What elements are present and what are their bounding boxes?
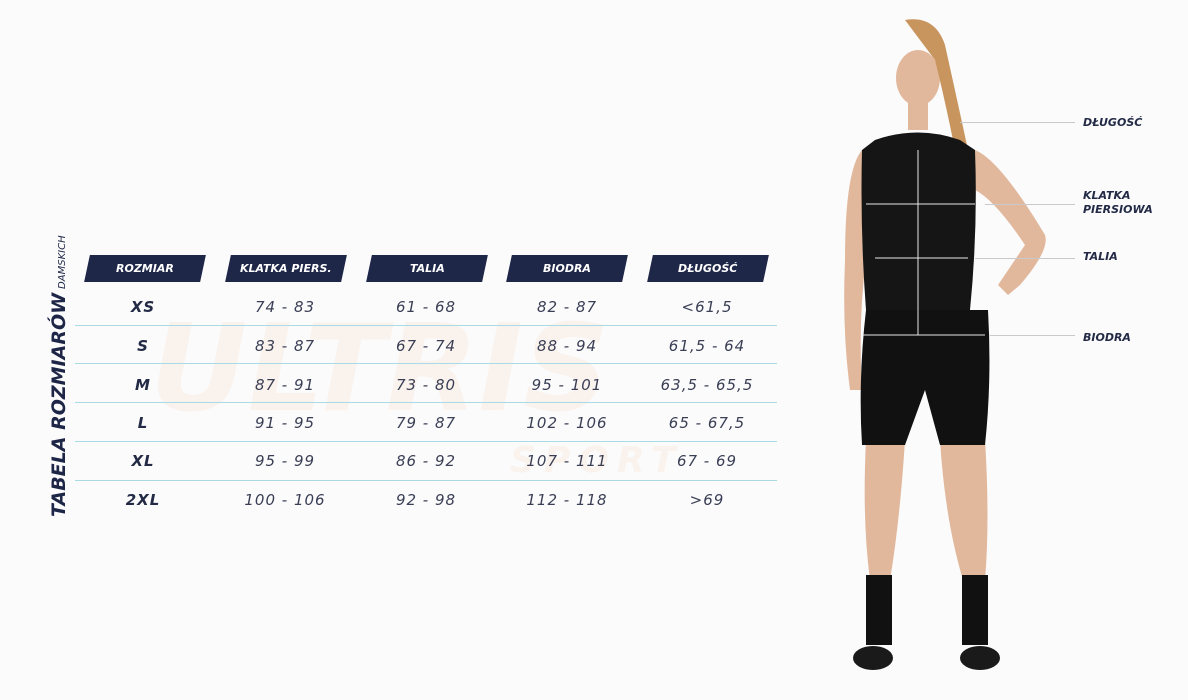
measurement-cell: 92 - 98 — [395, 491, 457, 509]
measurement-cell: 63,5 - 65,5 — [660, 376, 754, 394]
waist-line — [975, 258, 1075, 259]
measurement-cell: <61,5 — [681, 298, 733, 316]
measurement-cell: 83 - 87 — [254, 337, 316, 355]
measurement-cell: 88 - 94 — [536, 337, 598, 355]
measurement-cell: 65 - 67,5 — [668, 414, 746, 432]
measurement-cell: 67 - 74 — [395, 337, 457, 355]
label-length: DŁUGOŚĆ — [1083, 116, 1143, 129]
row-divider — [75, 402, 777, 403]
size-cell: XS — [130, 298, 156, 316]
hips-line — [990, 335, 1075, 336]
row-divider — [75, 325, 777, 326]
measurement-cell: 107 - 111 — [526, 452, 608, 470]
measurement-cell: 102 - 106 — [526, 414, 608, 432]
measurement-cell: 112 - 118 — [526, 491, 608, 509]
length-line — [960, 122, 1075, 123]
size-cell: S — [137, 337, 149, 355]
measurement-cell: 67 - 69 — [676, 452, 738, 470]
row-divider — [75, 441, 777, 442]
row-divider — [75, 480, 777, 481]
size-cell: XL — [131, 452, 155, 470]
measurement-cell: 86 - 92 — [395, 452, 457, 470]
label-waist: TALIA — [1083, 250, 1118, 263]
measurement-cell: 73 - 80 — [395, 376, 457, 394]
measurement-cell: 100 - 106 — [244, 491, 326, 509]
chest-line — [985, 204, 1075, 205]
measurement-cell: 74 - 83 — [254, 298, 316, 316]
measurement-cell: 79 - 87 — [395, 414, 457, 432]
measurement-cell: 87 - 91 — [254, 376, 316, 394]
measurement-cell: 61 - 68 — [395, 298, 457, 316]
measurement-cell: 91 - 95 — [254, 414, 316, 432]
label-hips: BIODRA — [1083, 331, 1131, 344]
size-cell: L — [137, 414, 149, 432]
measurement-cell: 95 - 101 — [531, 376, 603, 394]
measurement-cell: 61,5 - 64 — [668, 337, 746, 355]
size-cell: M — [135, 376, 151, 394]
label-chest: KLATKA PIERSIOWA — [1083, 189, 1153, 217]
label-chest-line1: KLATKA — [1083, 189, 1131, 202]
label-chest-line2: PIERSIOWA — [1083, 203, 1153, 216]
row-divider — [75, 363, 777, 364]
measurement-cell: 95 - 99 — [254, 452, 316, 470]
measurement-cell: 82 - 87 — [536, 298, 598, 316]
measurement-cell: >69 — [689, 491, 725, 509]
size-cell: 2XL — [125, 491, 161, 509]
